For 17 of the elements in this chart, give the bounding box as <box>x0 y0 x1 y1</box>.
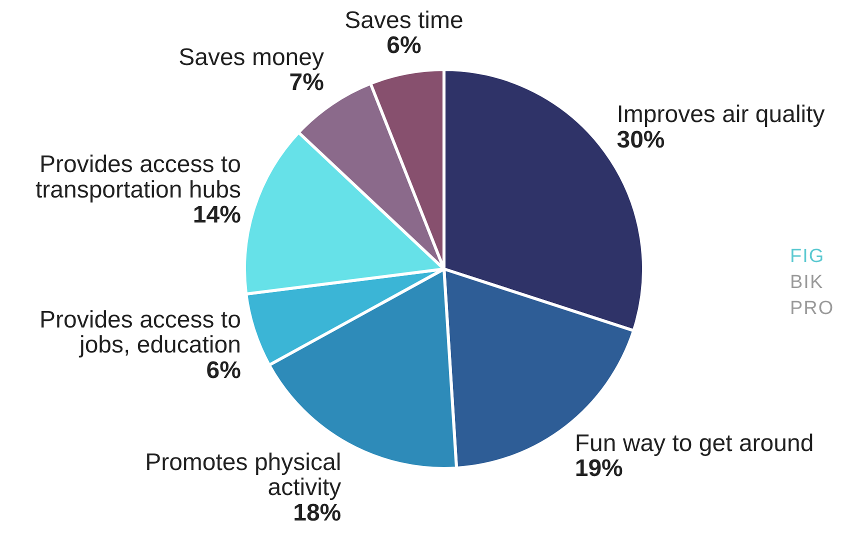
data-label: 14% <box>192 202 241 229</box>
text: PRO <box>790 297 834 321</box>
slice-label: Saves money <box>178 44 324 71</box>
data-label: 7% <box>289 69 324 96</box>
text: BIK <box>790 271 825 295</box>
slice-label: Provides access to jobs, education <box>40 306 241 359</box>
data-label: 18% <box>293 499 342 526</box>
slice-label: Provides access to transportation hubs <box>35 151 241 204</box>
slice-label: Promotes physical activity <box>145 449 342 502</box>
data-label: 6% <box>386 32 422 60</box>
data-label: 30% <box>616 126 665 154</box>
slice-label: Improves air quality <box>616 101 825 128</box>
slice-label: Saves time <box>344 6 464 34</box>
slice-label: Fun way to get around <box>574 430 814 458</box>
text: FIG <box>790 245 826 269</box>
data-label: 19% <box>574 455 623 482</box>
data-label: 6% <box>206 356 241 384</box>
